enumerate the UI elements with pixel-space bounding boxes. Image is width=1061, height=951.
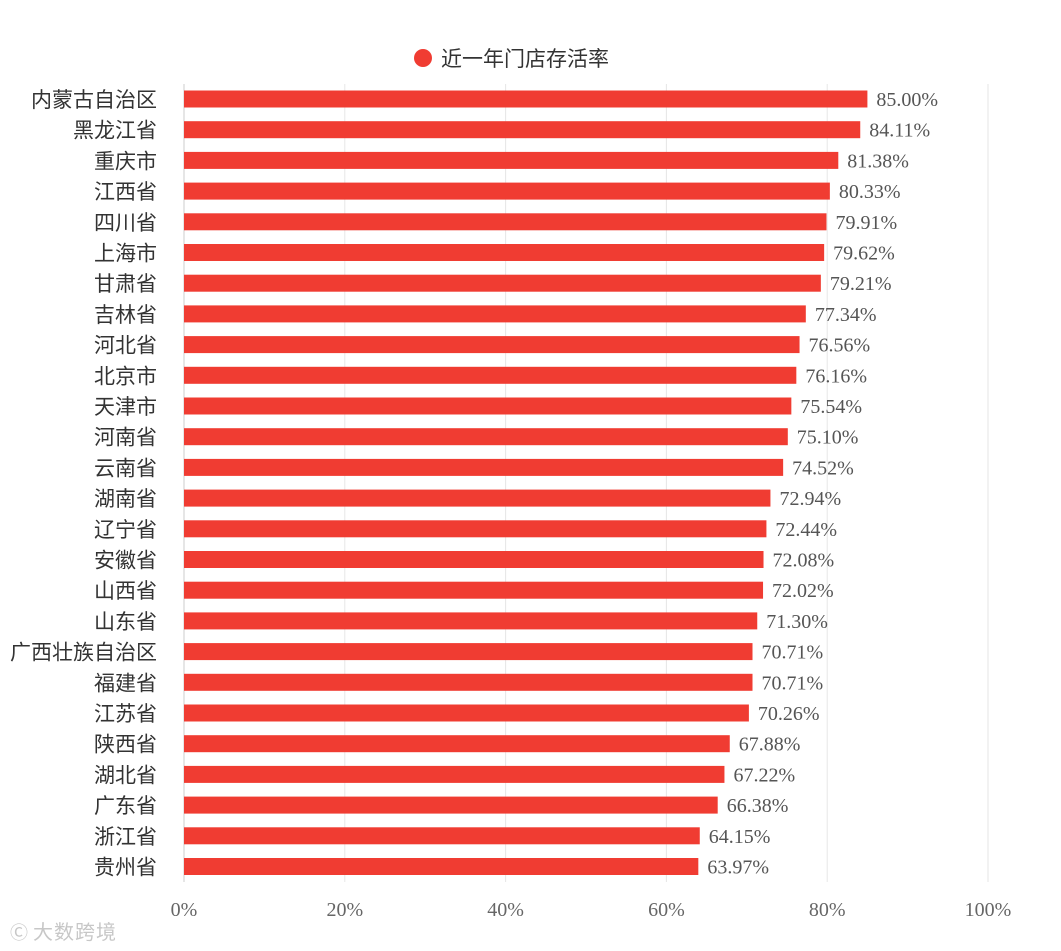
category-label: 北京市 bbox=[94, 364, 157, 388]
bar bbox=[184, 336, 800, 354]
x-tick-label: 20% bbox=[326, 899, 363, 921]
data-label: 75.10% bbox=[797, 427, 859, 449]
data-label: 74.52% bbox=[792, 457, 854, 479]
data-label: 70.26% bbox=[758, 703, 820, 725]
category-labels: 内蒙古自治区黑龙江省重庆市江西省四川省上海市甘肃省吉林省河北省北京市天津市河南省… bbox=[10, 88, 157, 880]
bar bbox=[184, 735, 730, 753]
bar bbox=[184, 182, 830, 200]
category-label: 贵州省 bbox=[94, 856, 157, 880]
category-label: 湖南省 bbox=[94, 487, 157, 511]
bar bbox=[184, 704, 749, 722]
grid-lines bbox=[183, 84, 989, 882]
category-label: 甘肃省 bbox=[94, 272, 157, 296]
data-label: 67.88% bbox=[739, 734, 801, 756]
data-label: 77.34% bbox=[815, 304, 877, 326]
legend: 近一年门店存活率 bbox=[414, 47, 609, 71]
bar bbox=[184, 643, 753, 661]
bar bbox=[184, 612, 758, 630]
category-label: 江西省 bbox=[94, 180, 157, 204]
data-label: 85.00% bbox=[876, 89, 938, 111]
bar bbox=[184, 244, 825, 261]
data-label: 70.71% bbox=[762, 642, 824, 664]
data-label: 71.30% bbox=[766, 611, 828, 633]
bar bbox=[184, 551, 764, 568]
data-label: 66.38% bbox=[727, 795, 789, 817]
category-label: 天津市 bbox=[94, 395, 157, 419]
bar bbox=[184, 796, 718, 814]
category-label: 重庆市 bbox=[94, 149, 157, 173]
data-label: 79.21% bbox=[830, 273, 892, 295]
data-label: 75.54% bbox=[800, 396, 862, 418]
data-label: 64.15% bbox=[709, 826, 771, 848]
watermark-text: 大数跨境 bbox=[33, 920, 117, 944]
x-tick-label: 80% bbox=[809, 899, 846, 921]
category-label: 黑龙江省 bbox=[73, 119, 157, 143]
bar bbox=[184, 274, 821, 292]
bar bbox=[184, 581, 764, 599]
category-label: 江苏省 bbox=[94, 702, 157, 726]
x-tick-label: 0% bbox=[171, 899, 198, 921]
bar bbox=[184, 673, 753, 691]
data-label: 72.08% bbox=[773, 550, 835, 572]
category-label: 云南省 bbox=[94, 456, 157, 480]
bar bbox=[184, 121, 861, 139]
bar bbox=[184, 520, 767, 538]
data-label: 67.22% bbox=[733, 764, 795, 786]
category-label: 河北省 bbox=[94, 334, 157, 358]
bar bbox=[184, 90, 868, 108]
bar bbox=[184, 397, 792, 415]
x-tick-label: 60% bbox=[648, 899, 685, 921]
legend-label: 近一年门店存活率 bbox=[441, 47, 609, 71]
x-tick-label: 100% bbox=[965, 899, 1012, 921]
data-label: 72.94% bbox=[779, 488, 841, 510]
bars bbox=[184, 90, 868, 875]
data-label: 79.91% bbox=[835, 212, 897, 234]
category-label: 浙江省 bbox=[94, 825, 157, 849]
category-label: 吉林省 bbox=[94, 303, 157, 327]
bar bbox=[184, 765, 725, 783]
data-label: 84.11% bbox=[869, 120, 930, 142]
x-axis-ticks: 0% 20% 40% 60% 80% 100% bbox=[171, 899, 1012, 921]
category-label: 山西省 bbox=[94, 579, 157, 603]
value-labels: 85.00% 84.11% 81.38% 80.33% 79.91% 79.62% 79.2… bbox=[707, 89, 938, 879]
data-label: 76.56% bbox=[809, 335, 871, 357]
category-label: 湖北省 bbox=[94, 763, 157, 787]
category-label: 广西壮族自治区 bbox=[10, 641, 157, 665]
category-label: 四川省 bbox=[94, 211, 157, 235]
category-label: 上海市 bbox=[94, 242, 157, 266]
data-label: 80.33% bbox=[839, 181, 901, 203]
x-tick-label: 40% bbox=[487, 899, 524, 921]
bar bbox=[184, 366, 797, 384]
bar bbox=[184, 305, 806, 323]
category-label: 广东省 bbox=[94, 794, 157, 818]
data-label: 79.62% bbox=[833, 243, 895, 265]
data-label: 63.97% bbox=[707, 857, 769, 879]
bar bbox=[184, 858, 699, 875]
category-label: 河南省 bbox=[94, 426, 157, 450]
category-label: 陕西省 bbox=[94, 733, 157, 757]
bar bbox=[184, 827, 700, 845]
bar bbox=[184, 489, 771, 507]
bar bbox=[184, 213, 827, 231]
category-label: 安徽省 bbox=[94, 549, 157, 573]
watermark: Ⓒ 大数跨境 bbox=[10, 916, 117, 945]
category-label: 辽宁省 bbox=[94, 518, 157, 542]
category-label: 山东省 bbox=[94, 610, 157, 634]
bar bbox=[184, 151, 839, 169]
data-label: 72.02% bbox=[772, 580, 834, 602]
data-label: 72.44% bbox=[775, 519, 837, 541]
logo-icon: Ⓒ bbox=[10, 923, 29, 944]
legend-marker bbox=[414, 49, 432, 67]
category-label: 福建省 bbox=[94, 671, 157, 695]
bar bbox=[184, 458, 784, 476]
bar bbox=[184, 428, 788, 446]
data-label: 70.71% bbox=[762, 672, 824, 694]
data-label: 76.16% bbox=[805, 365, 867, 387]
category-label: 内蒙古自治区 bbox=[31, 88, 157, 112]
data-label: 81.38% bbox=[847, 150, 909, 172]
